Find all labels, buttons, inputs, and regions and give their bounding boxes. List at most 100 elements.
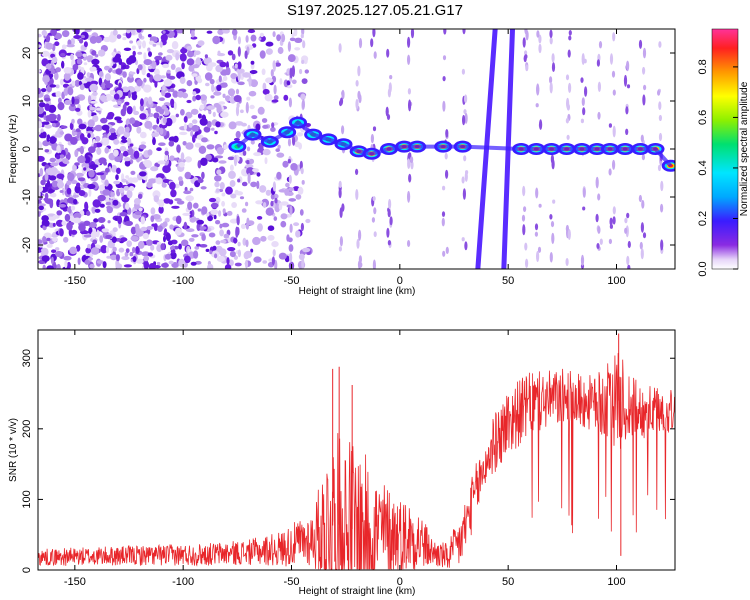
- noise-speck: [215, 240, 221, 245]
- column-streak: [551, 159, 555, 170]
- noise-speck: [61, 30, 70, 38]
- noise-speck: [210, 202, 219, 209]
- noise-speck: [99, 95, 107, 102]
- noise-speck: [113, 93, 120, 100]
- noise-speck: [85, 247, 92, 254]
- noise-speck: [72, 131, 78, 136]
- column-streak: [287, 158, 291, 164]
- noise-speck: [259, 32, 265, 38]
- noise-speck: [206, 30, 213, 34]
- noise-speck: [219, 61, 227, 68]
- noise-speck: [41, 255, 50, 262]
- noise-speck: [183, 190, 192, 195]
- colorbar-gradient: [711, 28, 739, 270]
- noise-speck: [162, 30, 166, 34]
- noise-speck: [243, 251, 250, 260]
- noise-speck: [80, 34, 85, 39]
- noise-speck: [67, 172, 75, 182]
- noise-speck: [135, 246, 140, 254]
- noise-speck: [277, 144, 281, 149]
- noise-speck: [229, 180, 236, 187]
- noise-speck: [137, 240, 145, 249]
- noise-speck: [41, 50, 50, 57]
- noise-speck: [77, 155, 86, 164]
- noise-speck: [132, 256, 137, 263]
- column-streak: [445, 246, 449, 254]
- noise-speck: [79, 84, 85, 91]
- noise-speck: [102, 261, 107, 269]
- noise-speck: [38, 190, 41, 198]
- x-tick-label: 100: [607, 576, 625, 588]
- noise-speck: [83, 167, 87, 171]
- noise-speck: [187, 201, 193, 211]
- column-streak: [270, 69, 274, 77]
- column-streak: [233, 154, 238, 167]
- noise-speck: [78, 223, 86, 232]
- column-streak: [612, 206, 616, 215]
- noise-speck: [294, 47, 301, 51]
- noise-speck: [41, 30, 47, 36]
- column-streak: [536, 250, 540, 263]
- noise-speck: [91, 50, 97, 56]
- column-streak: [536, 30, 540, 38]
- noise-speck: [129, 143, 134, 147]
- noise-speck: [78, 190, 86, 197]
- noise-speck: [214, 253, 218, 259]
- noise-speck: [143, 59, 153, 66]
- noise-speck: [270, 127, 276, 132]
- noise-speck: [180, 109, 185, 116]
- noise-speck: [38, 141, 43, 150]
- noise-speck: [256, 216, 263, 220]
- noise-speck: [185, 228, 195, 233]
- noise-speck: [235, 130, 241, 139]
- noise-speck: [63, 255, 72, 261]
- noise-speck: [236, 68, 245, 74]
- noise-speck: [75, 51, 83, 57]
- noise-speck: [73, 98, 80, 105]
- noise-speck: [142, 159, 151, 166]
- noise-speck: [214, 181, 220, 188]
- noise-speck: [201, 171, 205, 180]
- noise-speck: [176, 144, 181, 153]
- noise-speck: [264, 157, 268, 165]
- noise-speck: [153, 195, 159, 203]
- noise-speck: [161, 184, 167, 188]
- noise-speck: [51, 56, 58, 64]
- noise-speck: [276, 171, 282, 180]
- noise-speck: [156, 147, 162, 152]
- noise-speck: [107, 220, 111, 224]
- column-streak: [355, 168, 359, 175]
- column-streak: [339, 100, 343, 107]
- noise-speck: [222, 208, 226, 214]
- column-streak: [248, 75, 252, 87]
- noise-speck: [170, 251, 177, 260]
- noise-speck: [122, 71, 127, 78]
- column-streak: [582, 107, 586, 116]
- column-streak: [373, 51, 377, 59]
- noise-speck: [138, 144, 147, 150]
- noise-speck: [92, 91, 98, 96]
- column-streak: [289, 205, 293, 216]
- noise-speck: [201, 137, 208, 143]
- noise-speck: [212, 245, 217, 251]
- noise-speck: [126, 240, 132, 247]
- noise-speck: [84, 259, 90, 265]
- noise-speck: [165, 232, 171, 242]
- x-tick-label: 50: [502, 576, 514, 588]
- noise-speck: [214, 130, 218, 135]
- noise-speck: [54, 41, 60, 46]
- noise-speck: [155, 177, 163, 185]
- snr-panel: -150 -100 -50 0 50 100 0 100 200 300 SNR (10 * v/…: [8, 329, 676, 597]
- noise-speck: [133, 110, 140, 116]
- noise-speck: [127, 177, 135, 183]
- noise-speck: [248, 158, 255, 165]
- noise-speck: [279, 78, 283, 85]
- noise-speck: [103, 36, 111, 43]
- noise-speck: [40, 179, 46, 186]
- column-streak: [338, 246, 342, 252]
- column-streak: [301, 59, 305, 64]
- noise-speck: [230, 193, 237, 199]
- noise-speck: [180, 48, 188, 54]
- noise-speck: [39, 167, 44, 177]
- column-streak: [462, 29, 466, 35]
